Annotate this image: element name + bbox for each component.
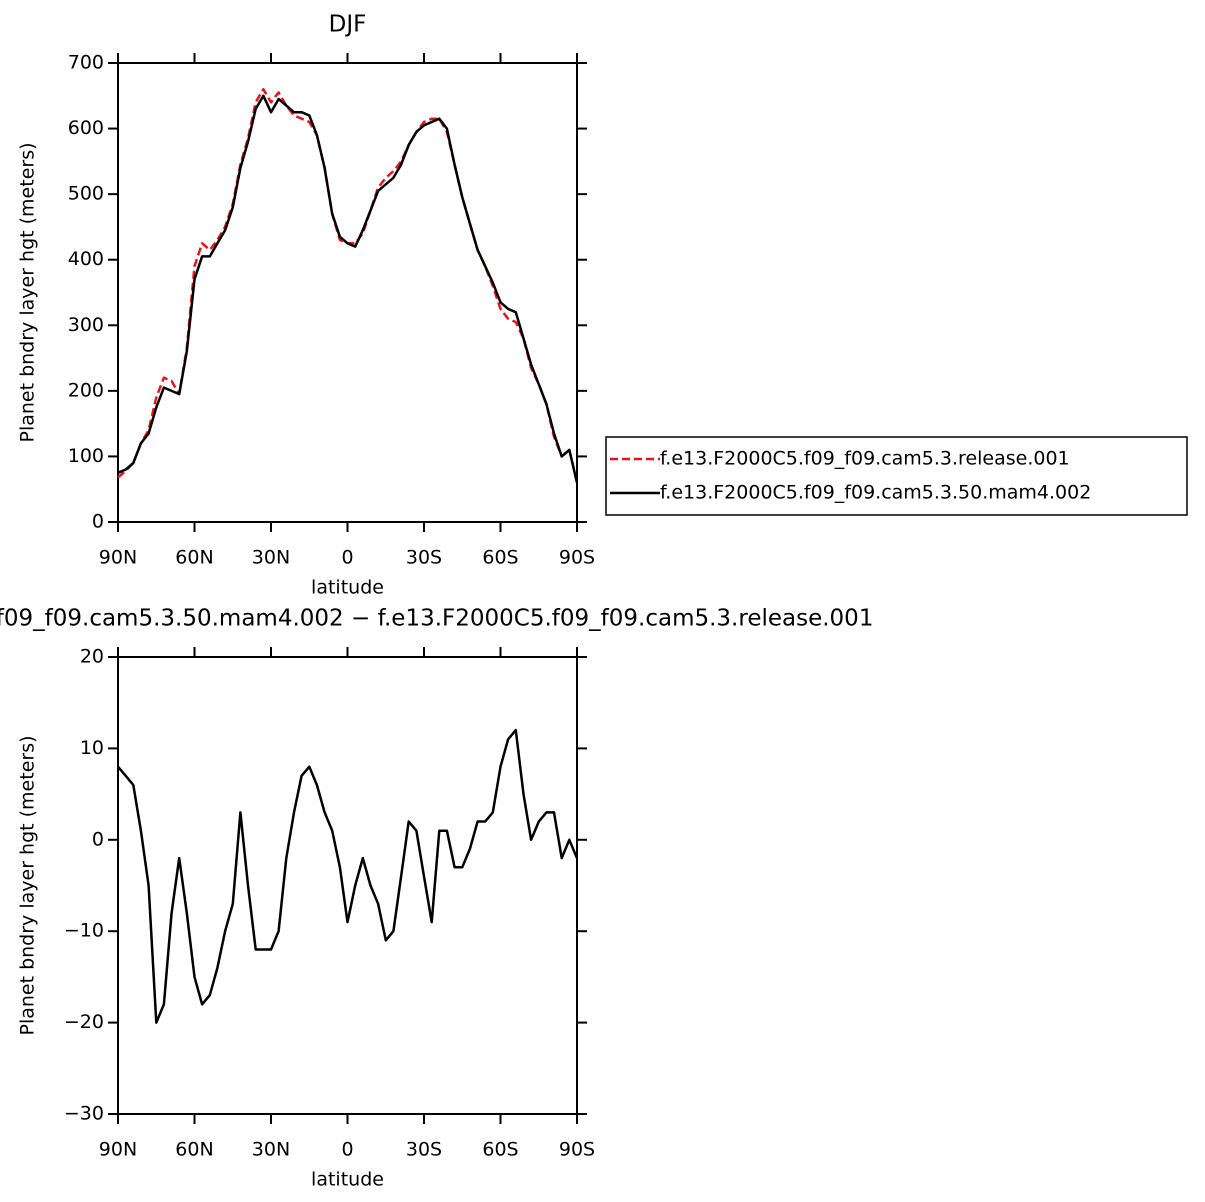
legend-box — [605, 436, 1188, 516]
y-tick-label: 20 — [80, 646, 104, 668]
x-tick-label: 30N — [252, 547, 290, 569]
x-axis-label: latitude — [311, 1169, 384, 1191]
x-tick-label: 30N — [252, 1139, 290, 1161]
data-line — [117, 728, 579, 1024]
legend-label: f.e13.F2000C5.f09_f09.cam5.3.50.mam4.002 — [660, 482, 1091, 504]
y-axis-label: Planet bndry layer hgt (meters) — [17, 735, 39, 1035]
data-line — [117, 94, 579, 483]
y-tick-label: −10 — [64, 920, 104, 942]
x-tick-label: 60N — [175, 547, 213, 569]
x-tick-label: 60S — [482, 1139, 518, 1161]
y-tick-label: 100 — [68, 445, 104, 467]
y-tick-label: 500 — [68, 183, 104, 205]
x-tick-label: 90N — [99, 1139, 137, 1161]
x-tick-label: 0 — [341, 547, 353, 569]
plot-frame — [117, 656, 578, 1115]
y-tick-label: 700 — [68, 52, 104, 74]
chart-title: DJF — [329, 12, 367, 38]
x-tick-label: 90S — [559, 547, 595, 569]
y-tick-label: 300 — [68, 314, 104, 336]
x-tick-label: 30S — [406, 1139, 442, 1161]
x-tick-label: 0 — [341, 1139, 353, 1161]
x-tick-label: 60N — [175, 1139, 213, 1161]
y-tick-label: 0 — [92, 828, 104, 850]
x-tick-label: 90S — [559, 1139, 595, 1161]
chart-title: f.e13.F2000C5.f09_f09.cam5.3.50.mam4.002… — [0, 606, 873, 632]
y-tick-label: 0 — [92, 511, 104, 533]
data-line — [117, 87, 579, 483]
y-tick-label: −20 — [64, 1011, 104, 1033]
y-tick-label: −30 — [64, 1103, 104, 1125]
x-tick-label: 90N — [99, 547, 137, 569]
legend-label: f.e13.F2000C5.f09_f09.cam5.3.release.001 — [660, 448, 1070, 470]
x-tick-label: 30S — [406, 547, 442, 569]
y-tick-label: 400 — [68, 248, 104, 270]
x-tick-label: 60S — [482, 547, 518, 569]
plot-frame — [117, 62, 578, 523]
y-axis-label: Planet bndry layer hgt (meters) — [17, 142, 39, 442]
y-tick-label: 200 — [68, 379, 104, 401]
y-tick-label: 600 — [68, 117, 104, 139]
x-axis-label: latitude — [311, 577, 384, 599]
y-tick-label: 10 — [80, 737, 104, 759]
